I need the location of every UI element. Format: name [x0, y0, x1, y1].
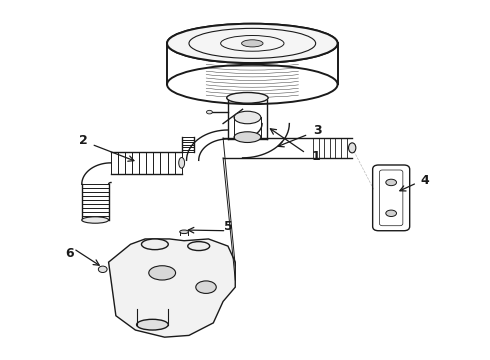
- Ellipse shape: [234, 111, 261, 124]
- Text: 6: 6: [65, 247, 74, 260]
- Ellipse shape: [149, 266, 175, 280]
- Ellipse shape: [196, 281, 216, 293]
- Ellipse shape: [234, 132, 261, 143]
- Ellipse shape: [82, 217, 109, 223]
- Text: 4: 4: [421, 174, 430, 186]
- Text: 2: 2: [79, 134, 88, 147]
- Ellipse shape: [179, 157, 185, 168]
- Text: 5: 5: [223, 220, 232, 233]
- Ellipse shape: [188, 242, 210, 251]
- Ellipse shape: [206, 111, 212, 114]
- Text: 1: 1: [311, 150, 320, 163]
- Text: 3: 3: [313, 124, 321, 137]
- Ellipse shape: [137, 319, 168, 330]
- Ellipse shape: [227, 93, 268, 103]
- Polygon shape: [109, 239, 235, 337]
- Ellipse shape: [180, 230, 189, 234]
- Ellipse shape: [242, 40, 263, 47]
- Ellipse shape: [98, 266, 107, 273]
- Ellipse shape: [348, 143, 356, 153]
- Ellipse shape: [386, 179, 396, 186]
- Ellipse shape: [167, 24, 338, 63]
- Ellipse shape: [142, 239, 168, 249]
- Ellipse shape: [386, 210, 396, 216]
